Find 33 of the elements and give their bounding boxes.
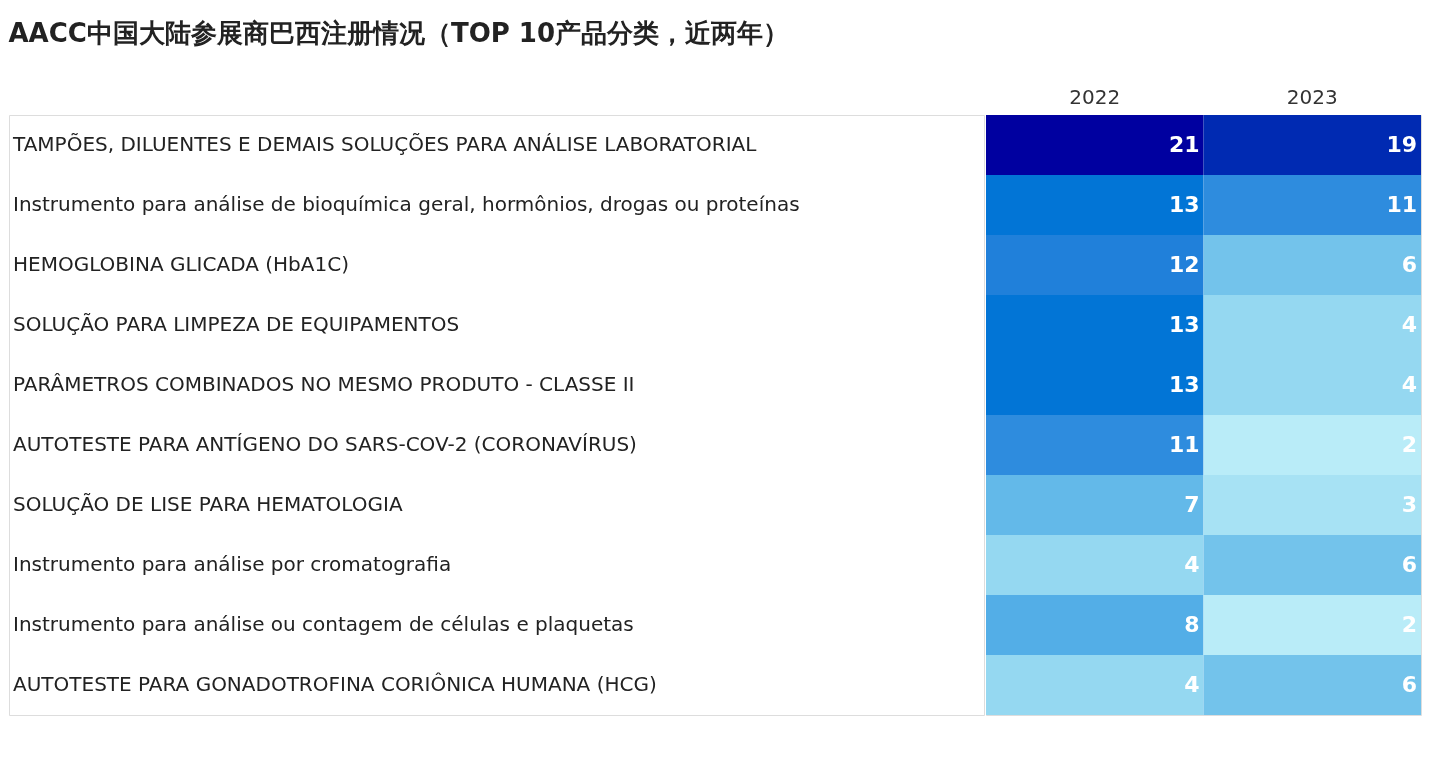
data-label: 11 [1168,432,1200,457]
data-label: 2 [1401,432,1417,457]
y-tick-label: AUTOTESTE PARA GONADOTROFINA CORIÔNICA HUMANA (HCG) [13,672,657,696]
data-label: 6 [1401,552,1417,577]
y-tick-label: TAMPÕES, DILUENTES E DEMAIS SOLUÇÕES PARA ANÁLISE LABORATORIAL [12,132,758,156]
data-label: 6 [1401,672,1417,697]
data-label: 3 [1401,492,1417,517]
data-label: 7 [1184,492,1200,517]
text: AACC中国大陆参展商巴西注册情况（TOP 10产品分类，近两年） [8,17,790,48]
data-label: 2 [1401,612,1417,637]
y-tick-label: HEMOGLOBINA GLICADA (HbA1C) [13,252,349,276]
data-label: 4 [1184,552,1200,577]
data-label: 12 [1168,252,1200,277]
data-label: 13 [1168,312,1200,337]
data-label: 4 [1184,672,1200,697]
y-tick-label: Instrumento para análise por cromatografia [13,552,452,576]
x-tick-label: 2022 [1069,84,1121,109]
data-label: 13 [1168,192,1200,217]
data-label: 4 [1401,312,1417,337]
data-label: 6 [1401,252,1417,277]
data-label: 19 [1386,132,1417,157]
data-label: 21 [1168,132,1200,157]
y-tick-label: PARÂMETROS COMBINADOS NO MESMO PRODUTO - CLASSE II [13,372,635,396]
y-tick-label: AUTOTESTE PARA ANTÍGENO DO SARS-COV-2 (CORONAVÍRUS) [13,432,637,456]
y-tick-label: SOLUÇÃO DE LISE PARA HEMATOLOGIA [13,492,403,516]
data-label: 4 [1401,372,1417,397]
y-tick-label: Instrumento para análise ou contagem de células e plaquetas [13,612,634,636]
y-tick-label: Instrumento para análise de bioquímica geral, hormônios, drogas ou proteínas [13,192,800,216]
data-label: 11 [1386,192,1417,217]
x-tick-label: 2023 [1286,84,1338,109]
data-label: 8 [1184,612,1200,637]
data-label: 13 [1168,372,1200,397]
y-tick-label: SOLUÇÃO PARA LIMPEZA DE EQUIPAMENTOS [13,312,460,336]
